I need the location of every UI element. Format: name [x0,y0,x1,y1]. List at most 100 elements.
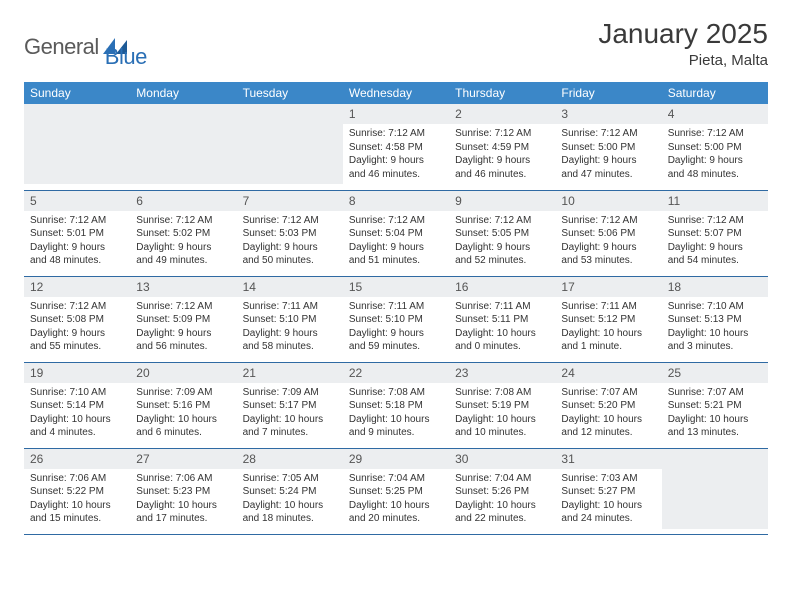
sunrise: Sunrise: 7:04 AM [455,472,549,486]
day-details: Sunrise: 7:04 AMSunset: 5:26 PMDaylight:… [449,469,555,529]
calendar-cell: 24Sunrise: 7:07 AMSunset: 5:20 PMDayligh… [555,362,661,448]
sunset: Sunset: 5:17 PM [243,399,337,413]
sunset: Sunset: 5:22 PM [30,485,124,499]
daylight: Daylight: 10 hours and 0 minutes. [455,327,549,354]
sunrise: Sunrise: 7:11 AM [243,300,337,314]
daylight: Daylight: 10 hours and 24 minutes. [561,499,655,526]
sunset: Sunset: 4:58 PM [349,141,443,155]
sunrise: Sunrise: 7:12 AM [136,214,230,228]
sunrise: Sunrise: 7:07 AM [668,386,762,400]
sunrise: Sunrise: 7:03 AM [561,472,655,486]
logo: General Blue [24,24,147,70]
day-details: Sunrise: 7:08 AMSunset: 5:19 PMDaylight:… [449,383,555,443]
day-details: Sunrise: 7:10 AMSunset: 5:14 PMDaylight:… [24,383,130,443]
sunrise: Sunrise: 7:07 AM [561,386,655,400]
sunrise: Sunrise: 7:12 AM [668,127,762,141]
day-details [237,124,343,184]
calendar-body: 1Sunrise: 7:12 AMSunset: 4:58 PMDaylight… [24,104,768,534]
daylight: Daylight: 9 hours and 46 minutes. [455,154,549,181]
day-number: 20 [130,363,236,383]
calendar-cell: 30Sunrise: 7:04 AMSunset: 5:26 PMDayligh… [449,448,555,534]
sunset: Sunset: 5:00 PM [668,141,762,155]
sunset: Sunset: 5:24 PM [243,485,337,499]
daylight: Daylight: 9 hours and 50 minutes. [243,241,337,268]
day-number: 2 [449,104,555,124]
calendar-cell: 29Sunrise: 7:04 AMSunset: 5:25 PMDayligh… [343,448,449,534]
daylight: Daylight: 9 hours and 47 minutes. [561,154,655,181]
daylight: Daylight: 10 hours and 3 minutes. [668,327,762,354]
day-number: 18 [662,277,768,297]
daylight: Daylight: 10 hours and 9 minutes. [349,413,443,440]
sunrise: Sunrise: 7:08 AM [455,386,549,400]
day-details: Sunrise: 7:12 AMSunset: 5:08 PMDaylight:… [24,297,130,357]
daylight: Daylight: 10 hours and 20 minutes. [349,499,443,526]
calendar-cell: 28Sunrise: 7:05 AMSunset: 5:24 PMDayligh… [237,448,343,534]
daylight: Daylight: 9 hours and 51 minutes. [349,241,443,268]
day-number: 29 [343,449,449,469]
calendar-cell: 2Sunrise: 7:12 AMSunset: 4:59 PMDaylight… [449,104,555,190]
day-number: 12 [24,277,130,297]
day-number: 21 [237,363,343,383]
calendar-cell: 15Sunrise: 7:11 AMSunset: 5:10 PMDayligh… [343,276,449,362]
weekday-sat: Saturday [662,82,768,104]
day-number: 10 [555,191,661,211]
day-details: Sunrise: 7:12 AMSunset: 5:00 PMDaylight:… [555,124,661,184]
day-details: Sunrise: 7:12 AMSunset: 4:59 PMDaylight:… [449,124,555,184]
calendar-cell [237,104,343,190]
day-number [24,104,130,124]
calendar-row: 5Sunrise: 7:12 AMSunset: 5:01 PMDaylight… [24,190,768,276]
daylight: Daylight: 10 hours and 13 minutes. [668,413,762,440]
weekday-sun: Sunday [24,82,130,104]
day-details: Sunrise: 7:12 AMSunset: 5:06 PMDaylight:… [555,211,661,271]
calendar-cell: 5Sunrise: 7:12 AMSunset: 5:01 PMDaylight… [24,190,130,276]
day-details: Sunrise: 7:12 AMSunset: 5:04 PMDaylight:… [343,211,449,271]
calendar-cell: 18Sunrise: 7:10 AMSunset: 5:13 PMDayligh… [662,276,768,362]
daylight: Daylight: 9 hours and 52 minutes. [455,241,549,268]
daylight: Daylight: 9 hours and 49 minutes. [136,241,230,268]
day-details: Sunrise: 7:09 AMSunset: 5:16 PMDaylight:… [130,383,236,443]
calendar-cell [130,104,236,190]
day-details: Sunrise: 7:12 AMSunset: 5:01 PMDaylight:… [24,211,130,271]
sunrise: Sunrise: 7:10 AM [668,300,762,314]
day-number [130,104,236,124]
day-number: 4 [662,104,768,124]
calendar-cell: 22Sunrise: 7:08 AMSunset: 5:18 PMDayligh… [343,362,449,448]
calendar-cell: 11Sunrise: 7:12 AMSunset: 5:07 PMDayligh… [662,190,768,276]
day-number: 25 [662,363,768,383]
sunset: Sunset: 5:14 PM [30,399,124,413]
daylight: Daylight: 9 hours and 48 minutes. [668,154,762,181]
day-number: 23 [449,363,555,383]
sunrise: Sunrise: 7:12 AM [30,300,124,314]
day-number: 26 [24,449,130,469]
daylight: Daylight: 9 hours and 54 minutes. [668,241,762,268]
day-details: Sunrise: 7:05 AMSunset: 5:24 PMDaylight:… [237,469,343,529]
calendar-cell: 17Sunrise: 7:11 AMSunset: 5:12 PMDayligh… [555,276,661,362]
calendar-cell: 7Sunrise: 7:12 AMSunset: 5:03 PMDaylight… [237,190,343,276]
day-details: Sunrise: 7:12 AMSunset: 5:09 PMDaylight:… [130,297,236,357]
daylight: Daylight: 10 hours and 6 minutes. [136,413,230,440]
sunset: Sunset: 5:02 PM [136,227,230,241]
daylight: Daylight: 10 hours and 15 minutes. [30,499,124,526]
daylight: Daylight: 10 hours and 17 minutes. [136,499,230,526]
day-number: 8 [343,191,449,211]
calendar-cell: 23Sunrise: 7:08 AMSunset: 5:19 PMDayligh… [449,362,555,448]
title-block: January 2025 Pieta, Malta [598,18,768,69]
calendar-row: 1Sunrise: 7:12 AMSunset: 4:58 PMDaylight… [24,104,768,190]
day-number: 7 [237,191,343,211]
day-details: Sunrise: 7:11 AMSunset: 5:10 PMDaylight:… [237,297,343,357]
sunrise: Sunrise: 7:06 AM [30,472,124,486]
sunrise: Sunrise: 7:12 AM [30,214,124,228]
calendar-cell: 9Sunrise: 7:12 AMSunset: 5:05 PMDaylight… [449,190,555,276]
daylight: Daylight: 10 hours and 12 minutes. [561,413,655,440]
day-number [237,104,343,124]
day-details: Sunrise: 7:12 AMSunset: 5:03 PMDaylight:… [237,211,343,271]
sunset: Sunset: 5:00 PM [561,141,655,155]
sunrise: Sunrise: 7:12 AM [561,127,655,141]
day-details [130,124,236,184]
calendar-cell: 3Sunrise: 7:12 AMSunset: 5:00 PMDaylight… [555,104,661,190]
calendar-cell: 1Sunrise: 7:12 AMSunset: 4:58 PMDaylight… [343,104,449,190]
logo-text-blue: Blue [105,44,147,70]
weekday-wed: Wednesday [343,82,449,104]
calendar-cell: 27Sunrise: 7:06 AMSunset: 5:23 PMDayligh… [130,448,236,534]
sunset: Sunset: 5:06 PM [561,227,655,241]
